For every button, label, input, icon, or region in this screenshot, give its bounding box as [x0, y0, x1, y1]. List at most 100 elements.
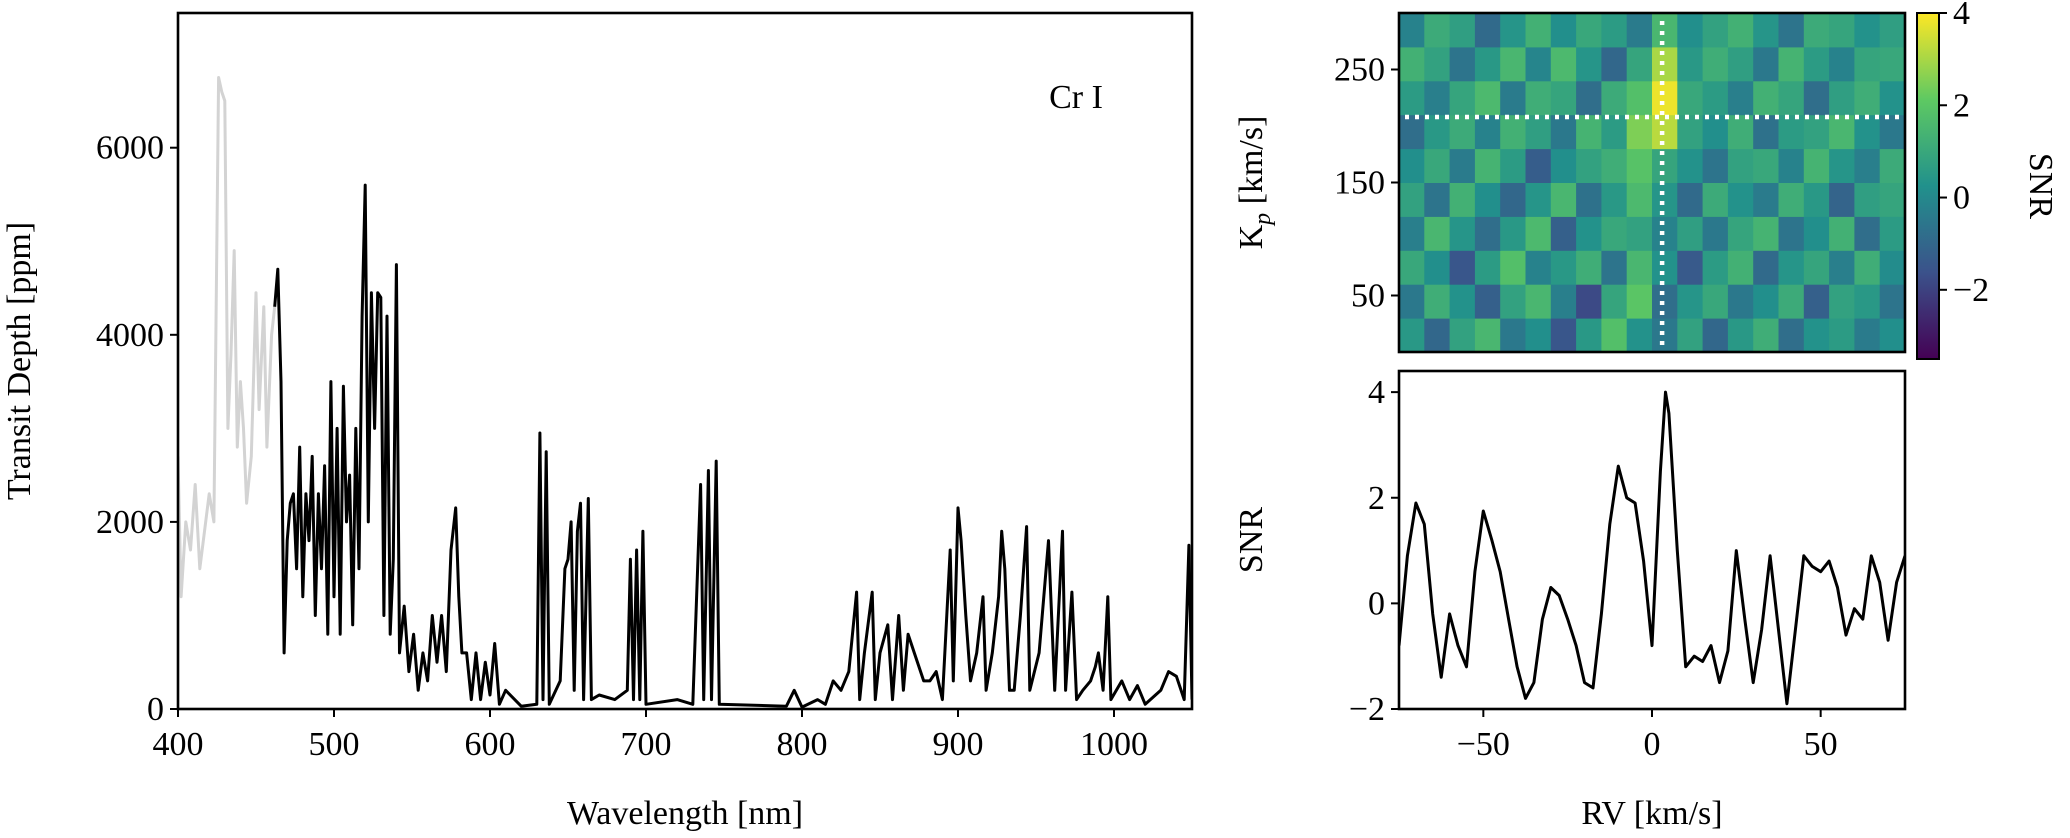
heat-cell [1854, 46, 1881, 82]
heat-cell [1652, 13, 1678, 48]
colorbar-tick-label: −2 [1953, 272, 1989, 309]
heat-cell [1424, 80, 1451, 116]
heat-cell [1399, 148, 1425, 183]
heat-cell [1702, 148, 1729, 183]
heat-cell [1424, 46, 1451, 82]
colorbar-tick-label: 4 [1953, 0, 1970, 32]
heat-cell [1449, 13, 1476, 48]
heat-cell [1449, 318, 1476, 352]
label-subscript: p [1250, 213, 1276, 227]
heat-cell [1550, 148, 1577, 183]
heat-cell [1525, 80, 1552, 116]
heat-cell [1626, 46, 1653, 82]
heat-cell [1677, 46, 1704, 82]
label-part: [km/s] [1233, 116, 1270, 213]
series-line [1399, 390, 1905, 706]
heat-cell [1399, 318, 1425, 352]
heat-cell [1525, 284, 1552, 319]
heat-cell [1753, 13, 1779, 48]
heat-cell [1550, 216, 1577, 251]
heat-cell [1576, 182, 1602, 217]
heat-cell [1500, 182, 1526, 217]
heat-cell [1753, 250, 1779, 285]
axes-frame [176, 11, 1194, 711]
heat-cell [1601, 80, 1628, 116]
heat-cell [1727, 80, 1754, 116]
heat-cell [1778, 114, 1805, 150]
heat-cell [1879, 148, 1905, 183]
x-tick-label: 800 [777, 726, 828, 763]
heat-cell [1550, 284, 1577, 319]
heat-cell [1702, 284, 1729, 319]
heat-cell [1778, 182, 1805, 217]
heat-cell [1474, 13, 1501, 48]
heat-cell [1702, 13, 1729, 48]
x-tick-label: −50 [1457, 726, 1510, 763]
heat-cell [1677, 13, 1704, 48]
heat-cell [1727, 318, 1754, 352]
heat-cell [1500, 80, 1526, 116]
y-tick-label: 4000 [96, 317, 164, 354]
y-tick-label: 2 [1368, 480, 1385, 517]
heat-cell [1424, 182, 1451, 217]
heat-cell [1449, 182, 1476, 217]
heat-cell [1727, 284, 1754, 319]
heat-cell [1727, 13, 1754, 48]
heat-cell [1854, 13, 1881, 48]
heat-cell [1550, 114, 1577, 150]
heat-cell [1399, 13, 1425, 48]
heat-cell [1879, 216, 1905, 251]
heat-cell [1500, 13, 1526, 48]
heat-cell [1449, 148, 1476, 183]
heat-cell [1727, 114, 1754, 150]
heat-cell [1803, 182, 1830, 217]
heat-cell [1449, 284, 1476, 319]
heat-cell [1778, 13, 1805, 48]
heat-cell [1854, 114, 1881, 150]
heat-cell [1652, 216, 1678, 251]
heat-cell [1474, 284, 1501, 319]
heat-cell [1576, 284, 1602, 319]
heat-cell [1879, 284, 1905, 319]
heat-cell [1424, 13, 1451, 48]
heat-cell [1753, 46, 1779, 82]
heat-cell [1525, 216, 1552, 251]
plot-area [1399, 13, 1905, 352]
heat-cell [1727, 46, 1754, 82]
heat-cell [1525, 182, 1552, 217]
heat-cell [1753, 216, 1779, 251]
heat-cell [1727, 182, 1754, 217]
heat-cell [1626, 148, 1653, 183]
heat-cell [1803, 13, 1830, 48]
heat-cell [1854, 80, 1881, 116]
heat-cell [1803, 318, 1830, 352]
y-tick-label: 0 [1368, 585, 1385, 622]
y-tick-label: 0 [147, 691, 164, 728]
heat-cell [1626, 216, 1653, 251]
heat-cell [1677, 250, 1704, 285]
heat-cell [1500, 318, 1526, 352]
heat-cell [1399, 46, 1425, 82]
heat-cell [1753, 284, 1779, 319]
heat-cell [1727, 216, 1754, 251]
heat-cell [1424, 284, 1451, 319]
heat-cell [1677, 182, 1704, 217]
heat-cell [1525, 46, 1552, 82]
heat-cell [1500, 148, 1526, 183]
heat-cell [1424, 114, 1451, 150]
heat-cell [1879, 46, 1905, 82]
heat-cell [1854, 250, 1881, 285]
heat-cell [1753, 148, 1779, 183]
heat-cell [1474, 46, 1501, 82]
heat-cell [1576, 216, 1602, 251]
heat-cell [1576, 114, 1602, 150]
heat-cell [1601, 46, 1628, 82]
heat-cell [1829, 182, 1855, 217]
series-line [178, 76, 277, 599]
heat-cell [1576, 46, 1602, 82]
heat-cell [1525, 114, 1552, 150]
y-tick-label: 6000 [96, 130, 164, 167]
heat-cell [1399, 182, 1425, 217]
heat-cell [1399, 80, 1425, 116]
heat-cell [1677, 318, 1704, 352]
